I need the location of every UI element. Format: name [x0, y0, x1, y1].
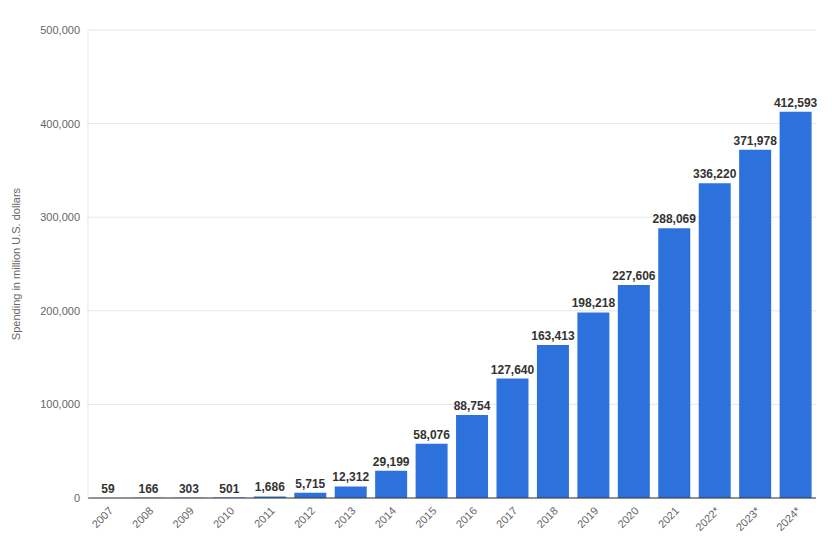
svg-text:2021: 2021 [656, 504, 682, 530]
svg-text:2019: 2019 [575, 504, 601, 530]
svg-text:2009: 2009 [170, 504, 196, 530]
svg-text:2015: 2015 [413, 504, 439, 530]
svg-text:2024*: 2024* [774, 504, 803, 533]
svg-text:1,686: 1,686 [255, 480, 285, 494]
svg-text:0: 0 [74, 492, 80, 504]
svg-text:2023*: 2023* [733, 504, 762, 533]
svg-text:400,000: 400,000 [40, 118, 80, 130]
svg-text:2012: 2012 [292, 504, 318, 530]
svg-text:2010: 2010 [211, 504, 237, 530]
svg-text:2022*: 2022* [693, 504, 722, 533]
svg-text:166: 166 [138, 482, 158, 496]
svg-text:59: 59 [101, 482, 115, 496]
svg-text:2016: 2016 [453, 504, 479, 530]
svg-text:303: 303 [179, 482, 199, 496]
svg-text:88,754: 88,754 [454, 399, 491, 413]
svg-text:163,413: 163,413 [531, 329, 575, 343]
svg-text:227,606: 227,606 [612, 269, 656, 283]
svg-text:288,069: 288,069 [653, 212, 697, 226]
svg-text:2017: 2017 [494, 504, 520, 530]
svg-text:2018: 2018 [534, 504, 560, 530]
svg-text:2007: 2007 [89, 504, 115, 530]
svg-text:2008: 2008 [130, 504, 156, 530]
svg-text:12,312: 12,312 [332, 470, 369, 484]
svg-text:200,000: 200,000 [40, 305, 80, 317]
svg-text:2013: 2013 [332, 504, 358, 530]
svg-text:Spending in million U.S. dolla: Spending in million U.S. dollars [10, 187, 22, 340]
svg-text:501: 501 [219, 482, 239, 496]
svg-text:127,640: 127,640 [491, 363, 535, 377]
svg-text:2014: 2014 [372, 504, 398, 530]
svg-text:412,593: 412,593 [774, 96, 818, 110]
svg-text:5,715: 5,715 [295, 477, 325, 491]
svg-text:2011: 2011 [252, 504, 277, 529]
svg-text:2020: 2020 [615, 504, 641, 530]
svg-text:58,076: 58,076 [413, 428, 450, 442]
svg-text:100,000: 100,000 [40, 398, 80, 410]
svg-text:500,000: 500,000 [40, 24, 80, 36]
svg-text:29,199: 29,199 [373, 455, 410, 469]
svg-text:336,220: 336,220 [693, 167, 737, 181]
svg-text:300,000: 300,000 [40, 211, 80, 223]
svg-text:198,218: 198,218 [572, 296, 616, 310]
svg-text:371,978: 371,978 [733, 134, 777, 148]
